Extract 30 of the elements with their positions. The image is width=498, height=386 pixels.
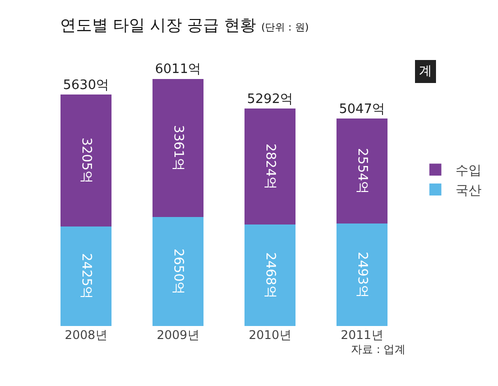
total-label: 5047억 [339, 102, 386, 117]
total-label: 5292억 [247, 92, 294, 107]
x-tick-label: 2009년 [156, 328, 200, 342]
data-label: 2650억 [170, 248, 186, 295]
x-tick-label: 2011년 [340, 328, 384, 342]
legend-label: 국산 [455, 184, 482, 199]
x-tick-label: 2010년 [248, 328, 292, 342]
bar [152, 79, 204, 218]
bar [60, 226, 112, 326]
total-label: 5630억 [63, 78, 110, 93]
data-label: 2425억 [78, 253, 94, 300]
data-label: 3205억 [78, 137, 94, 184]
x-tick-label: 2008년 [64, 328, 108, 342]
data-label: 2468억 [262, 252, 278, 298]
data-label: 2493억 [354, 252, 370, 298]
bar [244, 224, 296, 326]
legend-label: 수입 [455, 164, 482, 179]
bar [60, 94, 112, 226]
bar [244, 108, 296, 225]
chart-subtitle: (단위 : 원) [261, 22, 309, 34]
text: 계 [419, 64, 432, 79]
chart-title: 연도별 타일 시장 공급 현황 [60, 16, 256, 34]
data-label: 2824억 [262, 144, 278, 190]
data-label: 2554억 [354, 148, 370, 194]
bar [152, 217, 204, 326]
bar [336, 224, 388, 326]
text: 자료 : 업계 [351, 343, 406, 356]
bar [336, 118, 388, 224]
total-label: 6011억 [155, 62, 202, 77]
data-label: 3361억 [170, 125, 186, 172]
